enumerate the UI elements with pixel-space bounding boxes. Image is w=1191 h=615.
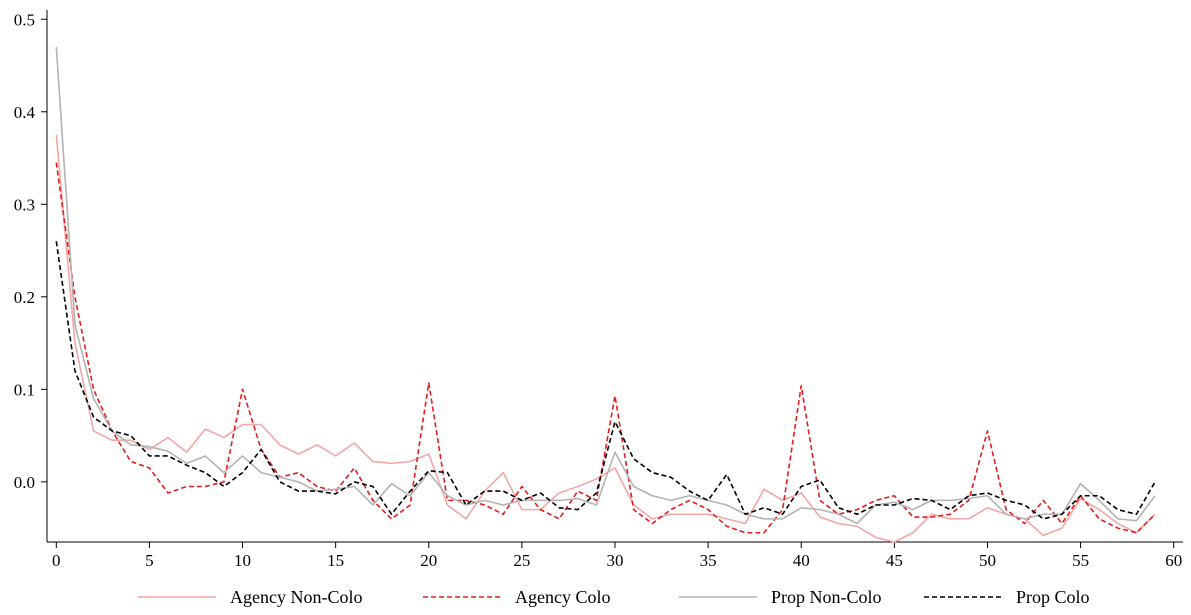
x-tick-label: 10 — [234, 551, 251, 570]
y-tick-label: 0.3 — [14, 195, 35, 214]
legend-label: Agency Non-Colo — [230, 587, 362, 607]
x-tick-label: 55 — [1072, 551, 1089, 570]
legend-label: Agency Colo — [515, 587, 610, 607]
legend: Agency Non-Colo Agency Colo Prop Non-Colo P… — [138, 587, 1090, 607]
x-tick-label: 40 — [793, 551, 810, 570]
y-tick-label: 0.1 — [14, 380, 35, 399]
series-line-agency-non-colo — [55, 134, 1156, 543]
legend-label: Prop Colo — [1016, 587, 1090, 607]
series-line-agency-colo — [55, 162, 1156, 534]
y-tick-label: 0.2 — [14, 288, 35, 307]
x-tick-label: 25 — [513, 551, 530, 570]
x-tick-label: 0 — [52, 551, 61, 570]
x-tick-label: 35 — [700, 551, 717, 570]
x-tick-label: 15 — [327, 551, 344, 570]
y-tick-label: 0.5 — [14, 10, 35, 29]
x-tick-label: 60 — [1165, 551, 1182, 570]
axes: 0.0 0.1 0.2 0.3 0.4 0.5 0 5 10 15 20 25 30 35 40 45 50 55… — [14, 10, 1183, 570]
x-tick-label: 20 — [420, 551, 437, 570]
x-tick-label: 5 — [145, 551, 154, 570]
y-tick-label: 0.0 — [14, 473, 35, 492]
x-tick-label: 45 — [886, 551, 903, 570]
series-line-prop-non-colo — [55, 46, 1156, 525]
series-line-prop-colo — [55, 241, 1156, 520]
x-tick-label: 30 — [607, 551, 624, 570]
legend-label: Prop Non-Colo — [771, 587, 882, 607]
x-tick-label: 50 — [979, 551, 996, 570]
series-layer — [55, 46, 1156, 543]
y-tick-label: 0.4 — [14, 103, 36, 122]
